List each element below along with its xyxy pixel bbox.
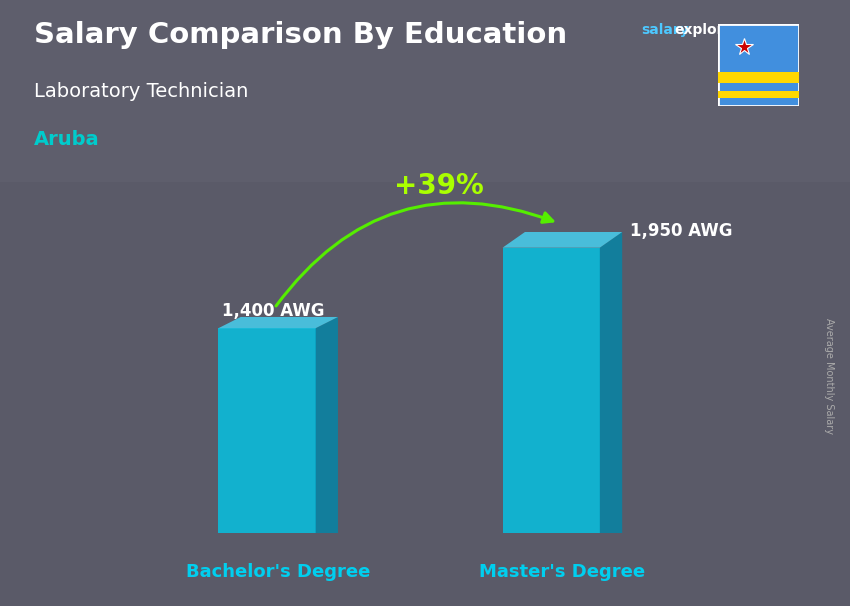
Polygon shape: [600, 232, 622, 533]
Text: Master's Degree: Master's Degree: [479, 562, 645, 581]
Polygon shape: [502, 248, 600, 533]
Polygon shape: [218, 317, 338, 328]
Text: Bachelor's Degree: Bachelor's Degree: [186, 562, 371, 581]
Polygon shape: [218, 328, 315, 533]
Text: Laboratory Technician: Laboratory Technician: [34, 82, 248, 101]
Text: Average Monthly Salary: Average Monthly Salary: [824, 318, 834, 434]
Text: 1,400 AWG: 1,400 AWG: [222, 302, 325, 320]
FancyBboxPatch shape: [0, 0, 850, 182]
Text: .com: .com: [718, 23, 756, 37]
Polygon shape: [502, 232, 622, 248]
Text: Aruba: Aruba: [34, 130, 99, 149]
Text: explorer: explorer: [674, 23, 740, 37]
Polygon shape: [315, 317, 338, 533]
Text: 1,950 AWG: 1,950 AWG: [630, 222, 732, 239]
Text: +39%: +39%: [394, 172, 484, 200]
Bar: [718, 90, 799, 98]
Text: salary: salary: [642, 23, 689, 37]
Text: Salary Comparison By Education: Salary Comparison By Education: [34, 21, 567, 49]
Bar: [718, 72, 799, 83]
